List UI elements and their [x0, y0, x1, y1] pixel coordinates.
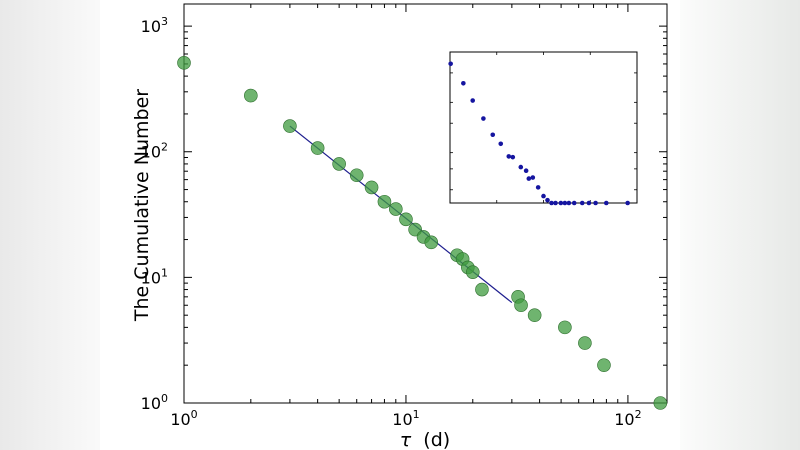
- y-tick-label-base: 10: [141, 17, 161, 36]
- x-tick-label-exponent: 1: [413, 408, 420, 421]
- x-axis-label-symbol: τ: [400, 429, 412, 450]
- inset-data-point: [448, 61, 453, 67]
- inset-data-point: [558, 200, 564, 206]
- data-point: [527, 308, 542, 322]
- inset-data-point: [571, 200, 577, 206]
- inset-data-point: [586, 200, 592, 206]
- y-tick-label-exponent: 0: [161, 392, 168, 405]
- inset-data-point: [553, 200, 558, 206]
- x-axis-label: τ (d): [400, 429, 450, 450]
- inset-data-point: [562, 200, 568, 206]
- data-point: [465, 265, 480, 279]
- x-tick-label: 101: [392, 408, 419, 429]
- inset-data-point: [541, 193, 546, 199]
- inset-data-point: [566, 200, 572, 206]
- y-tick-label: 100: [141, 392, 168, 413]
- inset-data-point: [530, 175, 536, 180]
- inset-data-point: [526, 176, 532, 181]
- y-tick-label: 102: [141, 141, 168, 162]
- background-blur-right: [660, 0, 800, 450]
- x-axis-label-unit: (d): [423, 429, 450, 450]
- x-tick-label-exponent: 2: [635, 408, 642, 421]
- inset-data-point: [498, 141, 504, 147]
- data-point: [364, 180, 379, 195]
- x-tick-label: 100: [170, 408, 197, 429]
- inset-data-point: [523, 168, 529, 174]
- inset-data-point: [535, 185, 541, 190]
- inset-data-point: [593, 200, 598, 206]
- data-point: [377, 194, 392, 209]
- inset-data-point: [549, 200, 554, 206]
- data-point: [424, 235, 439, 250]
- data-point: [653, 396, 668, 410]
- inset-data-point: [545, 197, 550, 203]
- data-point: [475, 282, 489, 297]
- data-point: [283, 119, 297, 133]
- main-axis-ticks: [183, 4, 667, 404]
- x-tick-label: 102: [614, 408, 641, 429]
- data-point: [310, 141, 325, 155]
- data-point: [597, 358, 611, 372]
- x-tick-label-base: 10: [392, 410, 412, 429]
- x-tick-label-exponent: 0: [191, 408, 198, 421]
- inset-data-point: [579, 200, 585, 206]
- y-tick-label-exponent: 3: [161, 15, 168, 28]
- inset-scatter-points: [448, 61, 630, 206]
- inset-data-point: [461, 80, 466, 86]
- data-point: [558, 320, 572, 335]
- inset-data-point: [603, 200, 609, 206]
- x-tick-label-base: 10: [614, 410, 634, 429]
- data-point: [244, 88, 258, 103]
- inset-data-point: [506, 154, 512, 159]
- y-tick-label-base: 10: [141, 143, 161, 162]
- data-point: [349, 168, 364, 183]
- y-tick-label: 101: [141, 266, 168, 287]
- inset-data-point: [481, 116, 486, 121]
- y-tick-label-base: 10: [141, 268, 161, 287]
- data-point: [177, 56, 191, 70]
- data-point: [514, 298, 528, 313]
- inset-data-point: [490, 132, 496, 138]
- inset-data-point: [510, 154, 516, 160]
- y-tick-label-exponent: 1: [161, 266, 168, 279]
- data-point: [389, 202, 403, 216]
- y-axis-label: The Cumulative Number: [131, 89, 153, 322]
- inset-plot-frame: [449, 51, 638, 204]
- main-scatter-points: [177, 56, 668, 410]
- y-tick-label-exponent: 2: [161, 141, 168, 154]
- data-point: [399, 212, 413, 227]
- y-tick-label: 103: [141, 15, 168, 36]
- data-point: [578, 336, 592, 350]
- x-tick-labels: 100 101 102: [170, 408, 641, 429]
- inset-data-point: [625, 200, 630, 206]
- inset-data-point: [518, 164, 524, 170]
- y-tick-label-base: 10: [141, 394, 161, 413]
- data-point: [332, 157, 346, 171]
- inset-data-point: [470, 98, 476, 103]
- x-tick-label-base: 10: [170, 410, 190, 429]
